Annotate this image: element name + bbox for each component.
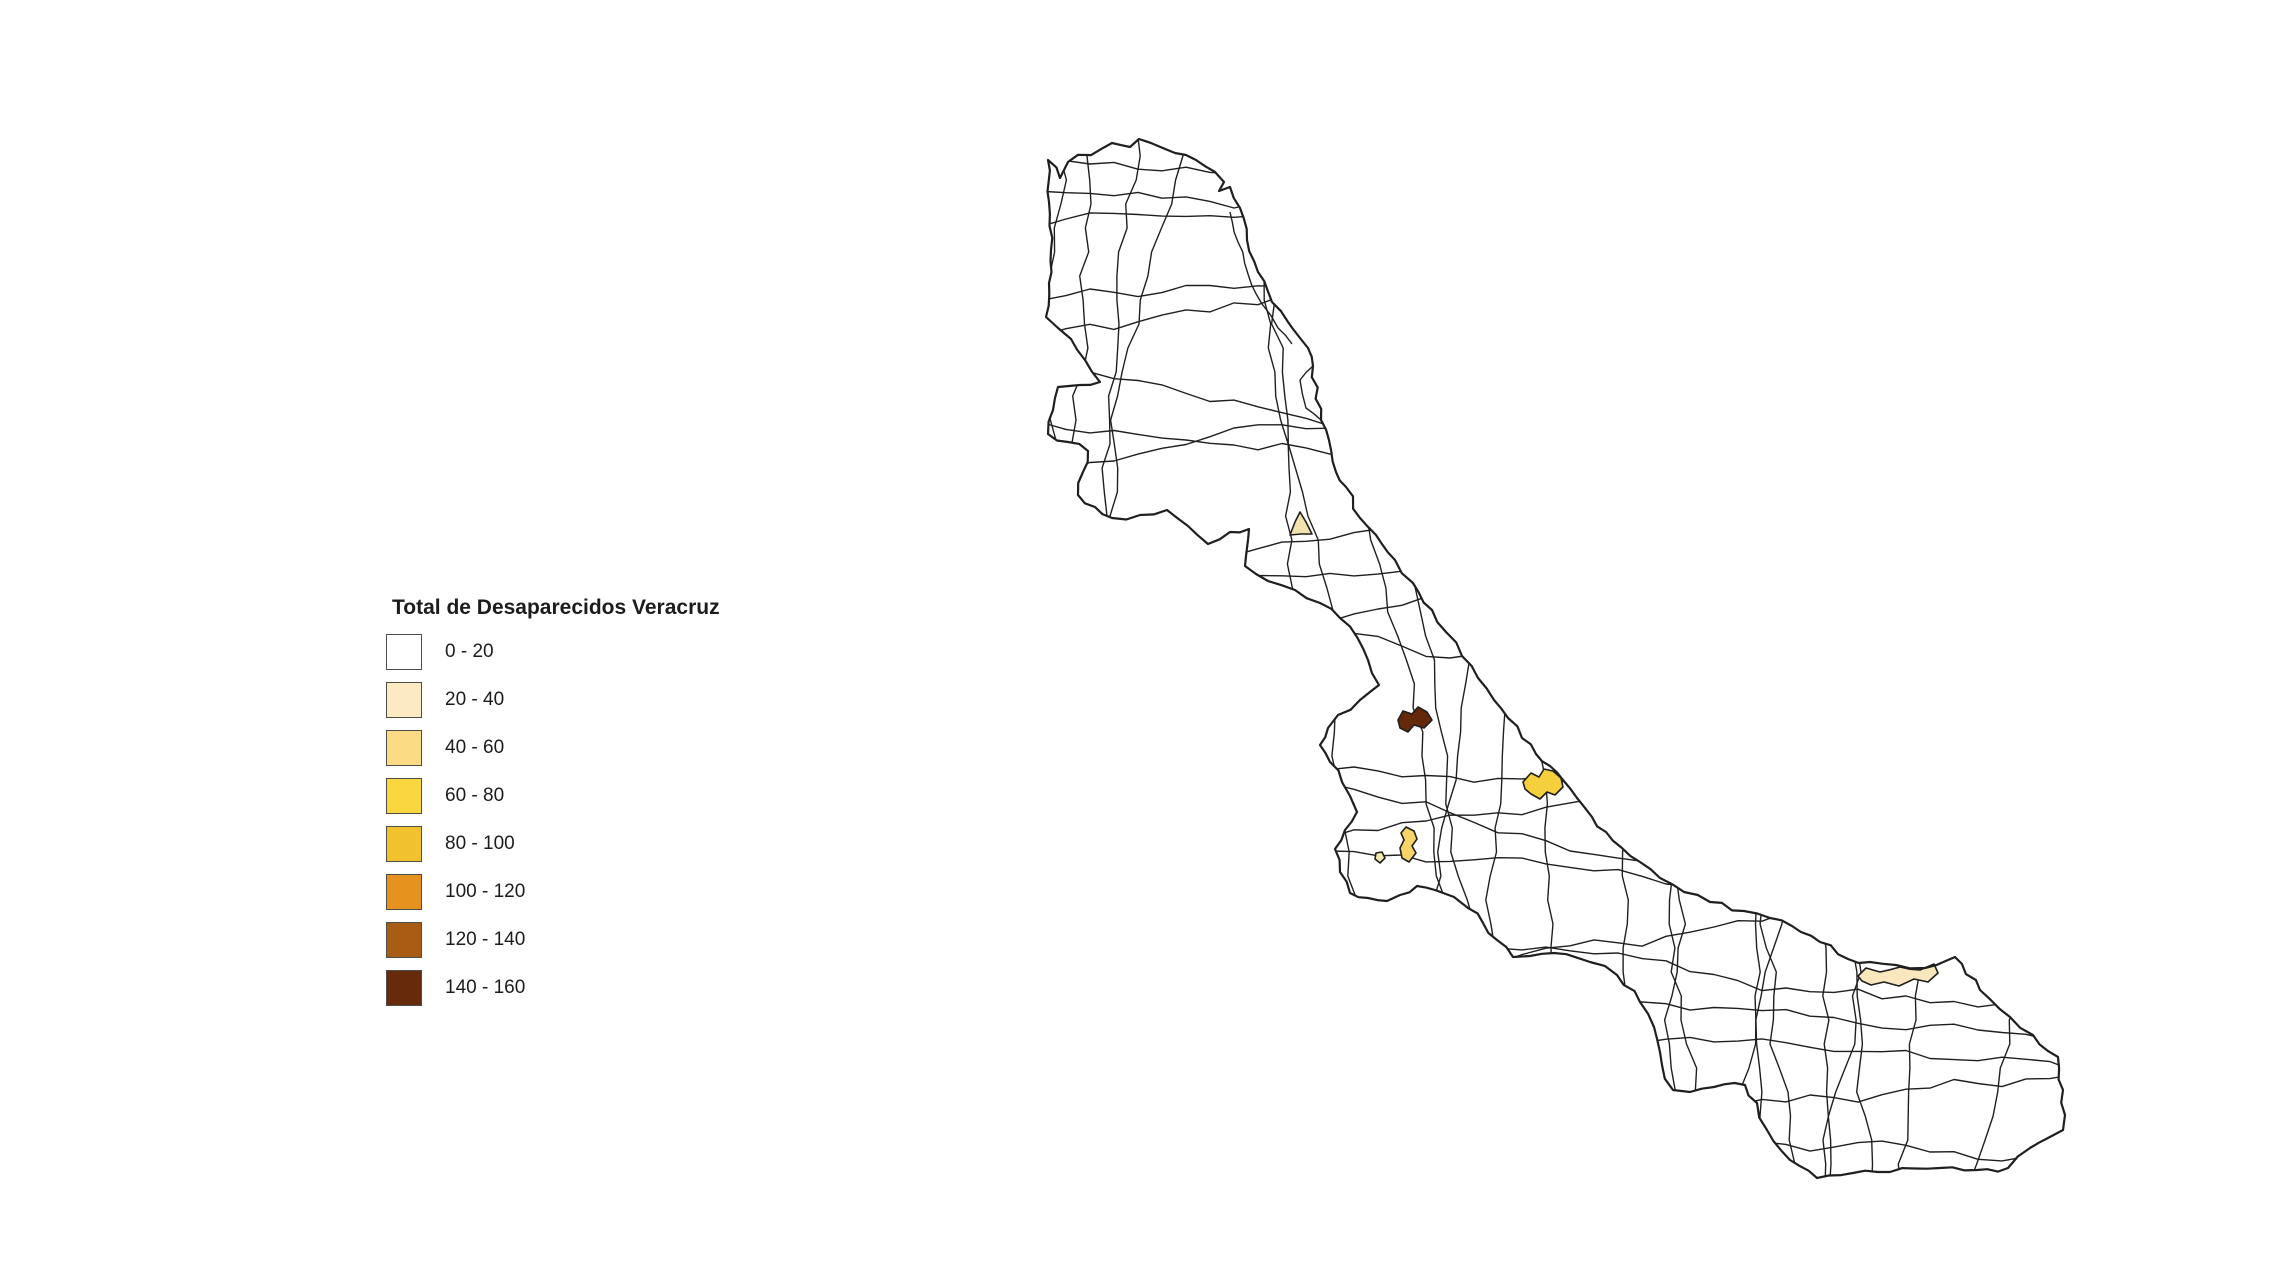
legend-swatch bbox=[386, 873, 422, 910]
legend: Total de Desaparecidos Veracruz 0 - 20 20… bbox=[386, 596, 720, 1017]
municipality-dark-brown-xalapa-area bbox=[1397, 706, 1433, 733]
legend-class-label: 20 - 40 bbox=[445, 688, 505, 710]
legend-swatch bbox=[386, 969, 422, 1006]
legend-row: 0 - 20 bbox=[386, 633, 720, 670]
legend-swatch bbox=[386, 633, 422, 670]
legend-swatch bbox=[386, 921, 422, 958]
legend-class-label: 100 - 120 bbox=[445, 880, 526, 902]
legend-swatch bbox=[386, 777, 422, 814]
legend-row: 120 - 140 bbox=[386, 921, 720, 958]
legend-row: 80 - 100 bbox=[386, 825, 720, 862]
legend-row: 20 - 40 bbox=[386, 681, 720, 718]
legend-class-label: 60 - 80 bbox=[445, 784, 505, 806]
municipality-gold-coastal bbox=[1522, 768, 1564, 800]
legend-row: 60 - 80 bbox=[386, 777, 720, 814]
legend-class-label: 80 - 100 bbox=[445, 832, 515, 854]
municipality-gold-south bbox=[1399, 826, 1418, 863]
legend-swatch bbox=[386, 729, 422, 766]
legend-title: Total de Desaparecidos Veracruz bbox=[392, 596, 720, 619]
legend-class-label: 120 - 140 bbox=[445, 928, 526, 950]
municipality-pale-dot bbox=[1374, 851, 1386, 864]
legend-class-label: 140 - 160 bbox=[445, 976, 526, 998]
legend-class-label: 40 - 60 bbox=[445, 736, 505, 758]
municipality-cream-strip-southeast bbox=[1857, 963, 1939, 987]
legend-row: 40 - 60 bbox=[386, 729, 720, 766]
legend-row: 100 - 120 bbox=[386, 873, 720, 910]
legend-row: 140 - 160 bbox=[386, 969, 720, 1006]
legend-class-label: 0 - 20 bbox=[445, 640, 494, 662]
municipality-cream-triangle-north bbox=[1289, 511, 1313, 536]
legend-swatch bbox=[386, 825, 422, 862]
legend-swatch bbox=[386, 681, 422, 718]
veracruz-municipalities-map bbox=[1044, 137, 2067, 1180]
legend-class-list: 0 - 20 20 - 40 40 - 60 60 - 80 80 - 100 100 -… bbox=[386, 633, 720, 1006]
